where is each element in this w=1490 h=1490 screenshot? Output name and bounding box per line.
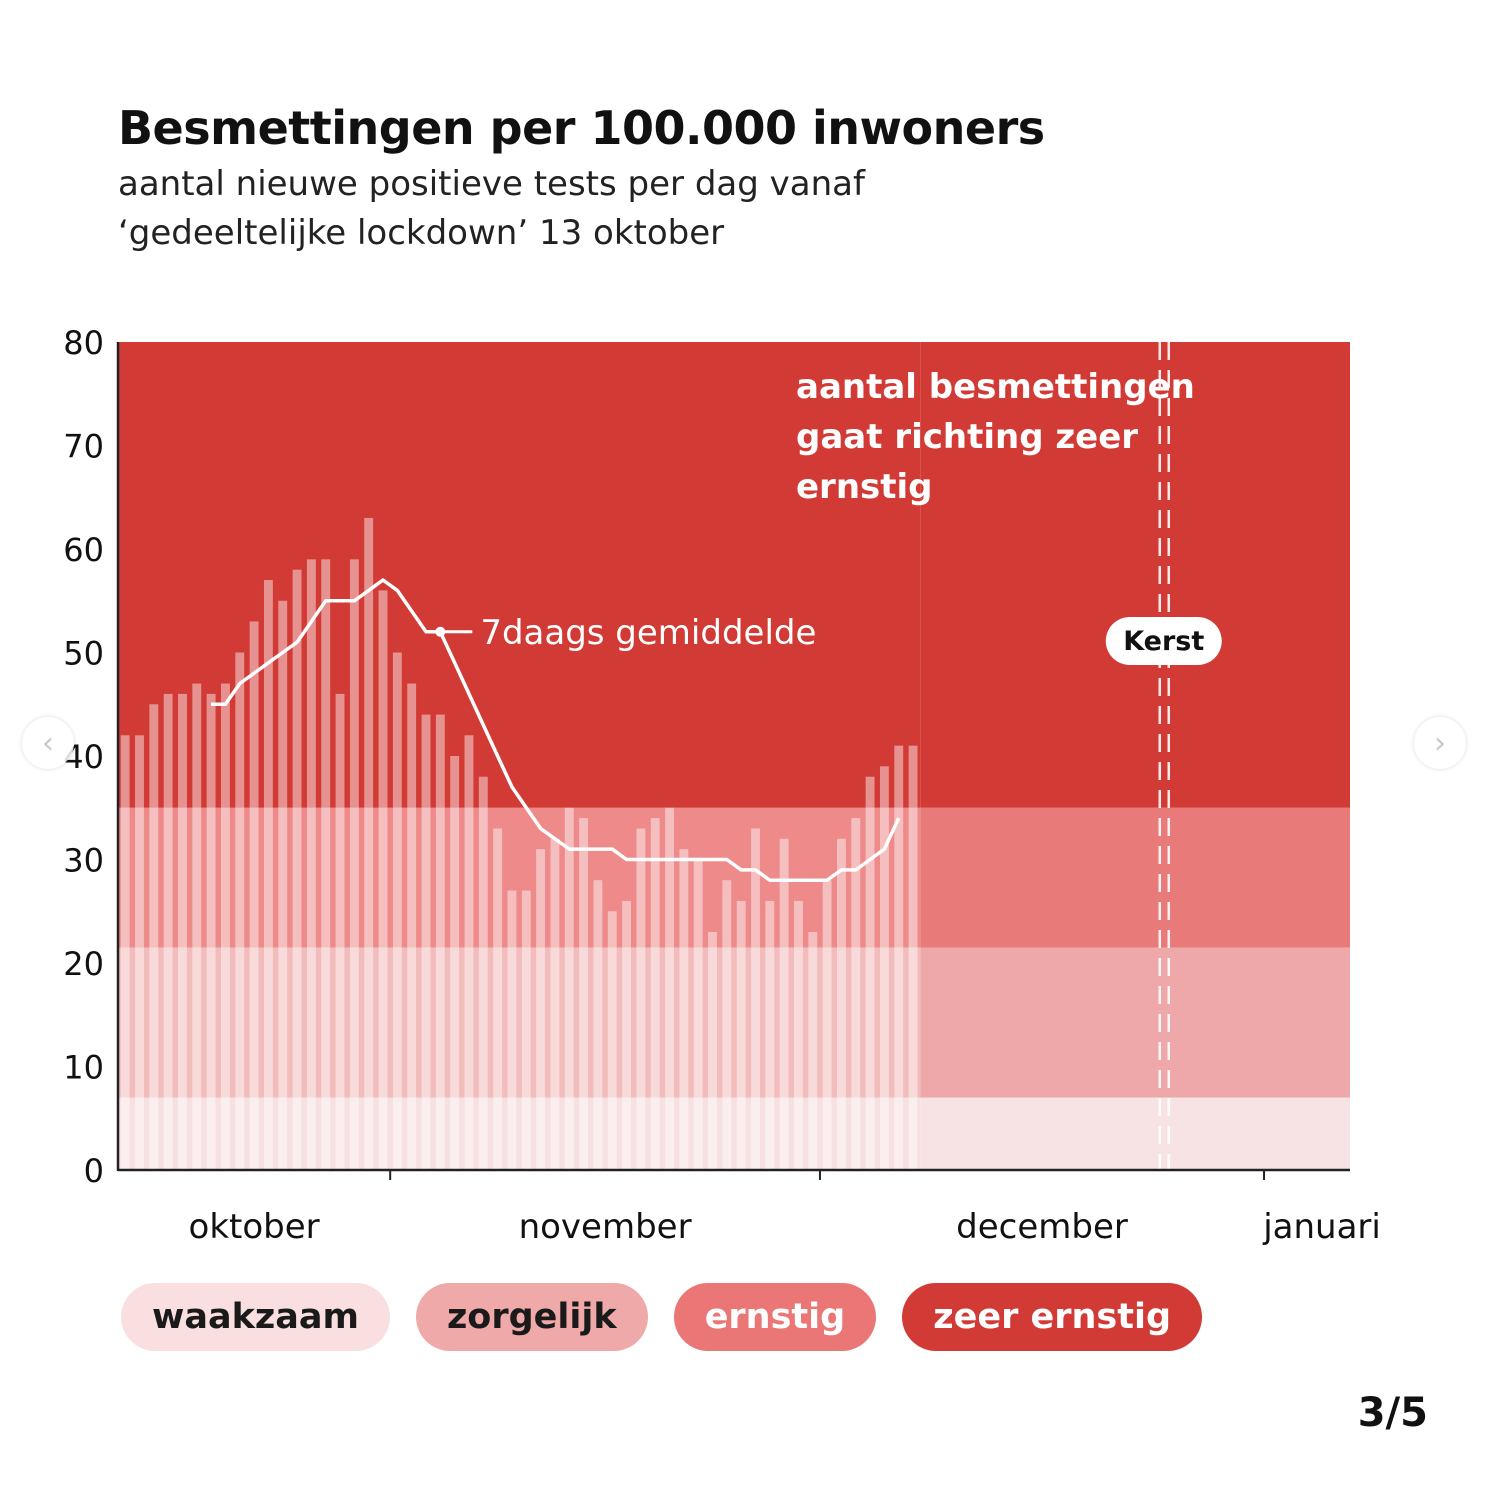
bar-2020-11-27 (765, 900, 775, 1170)
bar-2020-10-31 (378, 590, 388, 1170)
y-tick-70: 70 (63, 428, 104, 466)
chevron-right-icon: › (1434, 725, 1446, 761)
bar-2020-11-22 (693, 859, 703, 1170)
month-label-december: december (956, 1207, 1128, 1247)
bar-2020-10-17 (178, 693, 187, 1170)
bar-2020-12-03 (851, 818, 861, 1170)
chart-subtitle: aantal nieuwe positieve tests per dag va… (118, 160, 978, 258)
previous-slide-button[interactable]: ‹ (22, 717, 74, 769)
bar-2020-12-02 (837, 838, 846, 1170)
month-label-januari: januari (1262, 1207, 1381, 1247)
zone-zorgelijk-future (920, 947, 1350, 1098)
bar-2020-10-24 (278, 600, 288, 1170)
bar-2020-10-25 (292, 569, 302, 1170)
y-tick-10: 10 (63, 1049, 104, 1087)
bar-2020-10-19 (206, 693, 216, 1170)
y-tick-50: 50 (63, 635, 104, 673)
zone-zeer-ernstig-future (920, 342, 1350, 808)
subtitle-line-1: aantal nieuwe positieve tests per dag va… (118, 164, 865, 204)
bar-2020-11-04 (435, 714, 445, 1170)
y-tick-0: 0 (84, 1152, 104, 1190)
bar-2020-11-13 (564, 807, 574, 1170)
bar-2020-10-13 (120, 735, 130, 1170)
zone-waakzaam-past (118, 1097, 921, 1170)
bar-2020-11-17 (622, 900, 631, 1170)
legend-waakzaam: waakzaam (121, 1283, 390, 1351)
christmas-label: Kerst (1123, 626, 1204, 657)
bar-2020-10-28 (335, 693, 345, 1170)
bar-2020-11-19 (650, 818, 660, 1170)
bar-2020-12-06 (894, 745, 904, 1170)
bar-2020-11-24 (722, 880, 732, 1170)
zone-ernstig-past (118, 807, 921, 948)
legend-ernstig: ernstig (673, 1283, 877, 1351)
chart-title: Besmettingen per 100.000 inwoners (118, 101, 1045, 155)
bar-2020-10-16 (163, 693, 173, 1170)
bar-2020-11-02 (407, 683, 417, 1170)
bar-2020-12-04 (865, 776, 875, 1170)
bar-2020-10-26 (306, 559, 316, 1170)
month-label-oktober: oktober (189, 1207, 320, 1247)
severity-legend: waakzaam zorgelijk ernstig zeer ernstig (121, 1283, 1203, 1351)
bar-2020-10-18 (192, 683, 202, 1170)
bar-2020-11-06 (464, 735, 474, 1170)
bar-2020-10-23 (263, 580, 273, 1170)
trend-note-line-1: aantal besmettingen (796, 367, 1195, 407)
zone-zeer-ernstig-past (118, 342, 921, 808)
bar-2020-11-18 (636, 828, 646, 1170)
trend-note-line-3: ernstig (796, 467, 933, 507)
bar-2020-11-29 (794, 900, 803, 1170)
average-line-label: 7daags gemiddelde (480, 613, 816, 653)
bar-2020-10-29 (349, 559, 359, 1170)
bar-2020-10-20 (221, 683, 230, 1170)
bar-2020-11-20 (665, 807, 674, 1170)
legend-zeer-ernstig: zeer ernstig (902, 1283, 1203, 1351)
seven-day-average-line (211, 578, 901, 882)
zone-ernstig-future (920, 807, 1350, 948)
trend-note-line-2: gaat richting zeer (796, 417, 1138, 457)
legend-zorgelijk: zorgelijk (415, 1283, 648, 1351)
bar-2020-11-28 (779, 838, 789, 1170)
zone-waakzaam-future (920, 1097, 1350, 1170)
bar-2020-10-27 (321, 559, 331, 1170)
next-slide-button[interactable]: › (1414, 717, 1466, 769)
page-indicator: 3/5 (1357, 1390, 1428, 1436)
bar-2020-11-12 (550, 838, 560, 1170)
bar-2020-11-26 (751, 828, 760, 1170)
y-tick-80: 80 (63, 324, 104, 362)
y-tick-30: 30 (63, 842, 104, 880)
month-label-november: november (519, 1207, 692, 1247)
bar-2020-11-30 (808, 931, 818, 1170)
chevron-left-icon: ‹ (42, 725, 54, 761)
bar-2020-11-23 (708, 931, 717, 1170)
bar-2020-11-07 (478, 776, 488, 1170)
bar-2020-11-25 (736, 900, 746, 1170)
bar-2020-11-14 (579, 818, 589, 1170)
bar-2020-11-03 (421, 714, 431, 1170)
bar-2020-11-05 (450, 756, 460, 1170)
bar-2020-11-09 (507, 890, 517, 1170)
subtitle-line-2: ‘gedeeltelijke lockdown’ 13 oktober (118, 213, 725, 253)
bar-2020-11-16 (607, 911, 617, 1170)
bar-2020-11-01 (392, 652, 402, 1170)
bar-2020-10-15 (149, 704, 159, 1170)
bar-2020-11-15 (593, 880, 603, 1170)
infections-chart: 7daags gemiddelde Kerst aantal besmettinge… (63, 324, 1381, 1247)
y-tick-60: 60 (63, 531, 104, 569)
bar-2020-10-14 (135, 735, 144, 1170)
bar-2020-11-11 (536, 849, 546, 1170)
bar-2020-12-05 (879, 766, 889, 1170)
bar-2020-11-21 (679, 849, 689, 1170)
bar-2020-12-01 (822, 880, 832, 1170)
y-tick-20: 20 (63, 945, 104, 983)
bar-2020-10-22 (249, 621, 259, 1170)
christmas-label-bubble (1105, 617, 1222, 665)
bar-2020-11-10 (521, 890, 531, 1170)
bar-2020-10-21 (235, 652, 245, 1170)
zone-zorgelijk-past (118, 947, 921, 1098)
bar-2020-11-08 (493, 828, 503, 1170)
bar-2020-10-30 (364, 517, 374, 1170)
bar-2020-12-07 (908, 745, 918, 1170)
